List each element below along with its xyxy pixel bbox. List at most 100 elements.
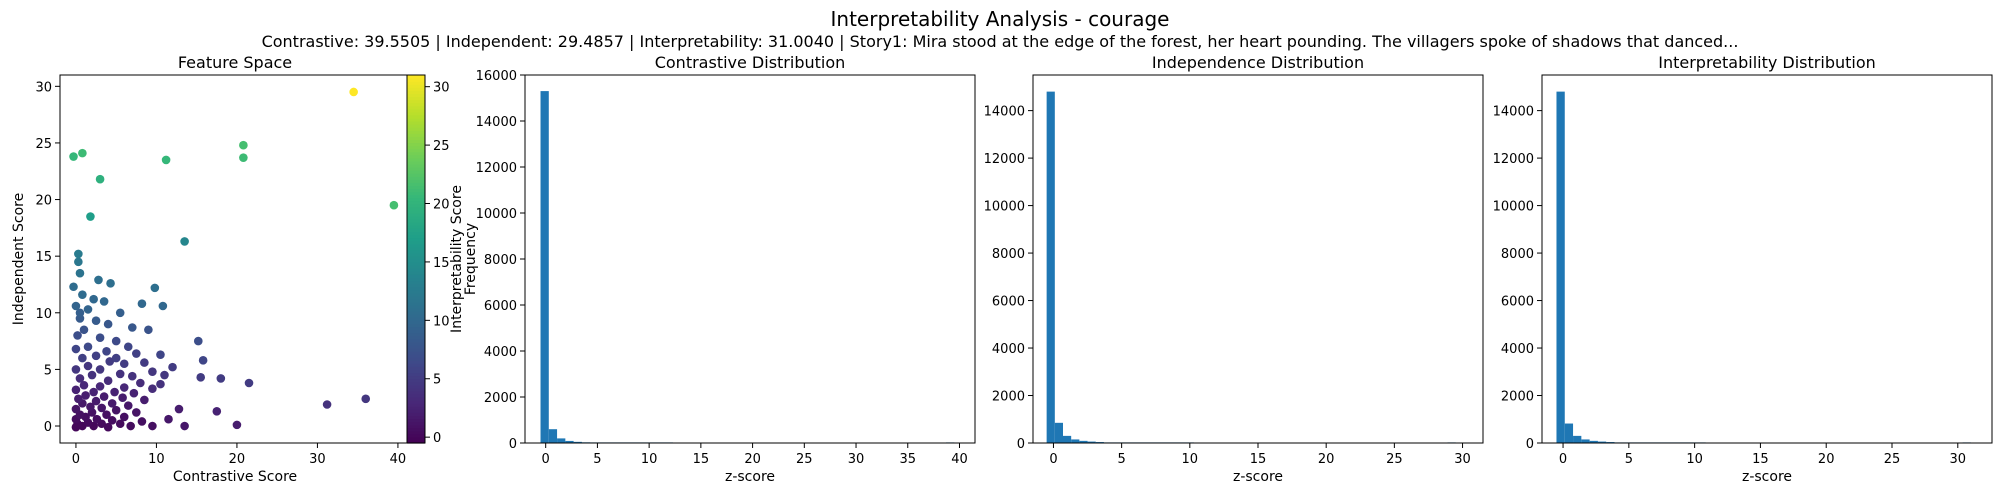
- scatter-point: [156, 379, 165, 389]
- colorbar-segment: [407, 188, 425, 193]
- colorbar-segment: [407, 286, 425, 291]
- colorbar-segment: [407, 274, 425, 278]
- colorbar-tick-label: 10: [433, 314, 450, 329]
- chart-2-xtick-label: 5: [1117, 452, 1125, 467]
- colorbar-segment: [407, 289, 425, 294]
- scatter-point: [198, 356, 208, 365]
- colorbar-segment: [407, 197, 425, 202]
- chart-2-ytick-label: 2000: [992, 390, 1025, 405]
- chart-1-ylabel: Frequency: [463, 223, 479, 295]
- histogram-bar: [1556, 91, 1565, 443]
- colorbar-segment: [407, 314, 425, 318]
- colorbar-segment: [407, 148, 425, 153]
- chart-2-ytick-label: 10000: [984, 200, 1025, 215]
- colorbar-segment: [407, 439, 425, 444]
- chart-1-ytick-label: 14000: [476, 115, 517, 130]
- scatter-point: [158, 301, 168, 311]
- chart-1-ytick-label: 8000: [484, 253, 517, 268]
- colorbar-segment: [407, 222, 425, 226]
- colorbar-segment: [407, 400, 425, 404]
- colorbar-segment: [407, 305, 425, 309]
- colorbar-segment: [407, 295, 425, 300]
- chart-2-ytick-label: 14000: [984, 105, 1025, 120]
- figure-title: Interpretability Analysis - courage: [831, 7, 1170, 31]
- chart-1-ytick-label: 6000: [484, 299, 517, 314]
- chart-0-ytick-label: 5: [44, 363, 52, 378]
- colorbar-segment: [407, 427, 425, 432]
- scatter-point: [156, 350, 165, 359]
- scatter-point: [95, 382, 105, 391]
- colorbar-segment: [407, 433, 425, 438]
- chart-3-ytick-label: 14000: [1493, 105, 1534, 120]
- colorbar-segment: [407, 378, 425, 383]
- colorbar-segment: [407, 311, 425, 315]
- chart-3-ytick-label: 10000: [1493, 200, 1534, 215]
- scatter-point: [161, 155, 171, 165]
- scatter-point: [137, 417, 147, 426]
- scatter-point: [123, 401, 133, 410]
- colorbar-segment: [407, 375, 425, 380]
- scatter-point: [97, 403, 106, 413]
- colorbar-segment: [407, 298, 425, 303]
- colorbar-segment: [407, 246, 425, 251]
- colorbar-tick-label: 25: [433, 139, 450, 154]
- chart-0-ytick-label: 0: [44, 420, 52, 435]
- colorbar-tick-label: 30: [433, 81, 450, 96]
- colorbar-segment: [407, 381, 425, 386]
- colorbar-segment: [407, 424, 425, 429]
- chart-2-ytick-label: 8000: [992, 247, 1025, 262]
- colorbar-segment: [407, 179, 425, 183]
- colorbar-segment: [407, 145, 425, 150]
- chart-1-xtick-label: 10: [641, 452, 658, 467]
- colorbar-segment: [407, 421, 425, 426]
- scatter-point: [239, 140, 248, 150]
- scatter-point: [107, 416, 117, 425]
- histogram-bar: [1087, 441, 1096, 443]
- colorbar-segment: [407, 170, 425, 174]
- chart-3-ytick-label: 6000: [1501, 295, 1534, 310]
- scatter-point: [99, 297, 109, 306]
- colorbar-segment: [407, 393, 425, 398]
- chart-0-ytick-label: 10: [35, 307, 52, 322]
- colorbar-segment: [407, 191, 425, 196]
- colorbar-segment: [407, 99, 425, 104]
- colorbar-segment: [407, 280, 425, 285]
- scatter-point: [361, 394, 371, 404]
- scatter-point: [115, 308, 125, 318]
- colorbar-tick-label: 20: [433, 198, 450, 213]
- scatter-point: [127, 371, 137, 381]
- scatter-point: [91, 316, 101, 326]
- chart-3-ytick-label: 0: [1526, 437, 1534, 452]
- colorbar-segment: [407, 403, 425, 407]
- chart-3-xtick-label: 15: [1752, 452, 1769, 467]
- colorbar-segment: [407, 363, 425, 367]
- scatter-point: [86, 402, 95, 412]
- chart-0-xtick-label: 40: [390, 452, 407, 467]
- scatter-point: [110, 387, 119, 397]
- colorbar-segment: [407, 231, 425, 236]
- scatter-point: [148, 421, 157, 431]
- scatter-point: [239, 153, 248, 162]
- chart-1-xtick-label: 30: [848, 452, 865, 467]
- colorbar-segment: [407, 240, 425, 245]
- scatter-point: [123, 342, 133, 352]
- colorbar-segment: [407, 87, 425, 91]
- chart-0-ytick-label: 15: [35, 250, 52, 265]
- chart-2-xtick-label: 0: [1049, 452, 1057, 467]
- chart-2-ytick-label: 12000: [984, 152, 1025, 167]
- colorbar-segment: [407, 105, 425, 110]
- scatter-point: [119, 359, 129, 369]
- scatter-point: [174, 404, 184, 414]
- scatter-point: [107, 399, 117, 408]
- colorbar-segment: [407, 142, 425, 147]
- colorbar-segment: [407, 412, 425, 416]
- colorbar-segment: [407, 369, 425, 374]
- scatter-point: [71, 365, 81, 374]
- scatter-point: [115, 419, 125, 429]
- scatter-point: [95, 365, 105, 374]
- colorbar-segment: [407, 78, 425, 82]
- colorbar-segment: [407, 262, 425, 266]
- scatter-point: [75, 268, 85, 278]
- chart-2-xtick-label: 25: [1386, 452, 1403, 467]
